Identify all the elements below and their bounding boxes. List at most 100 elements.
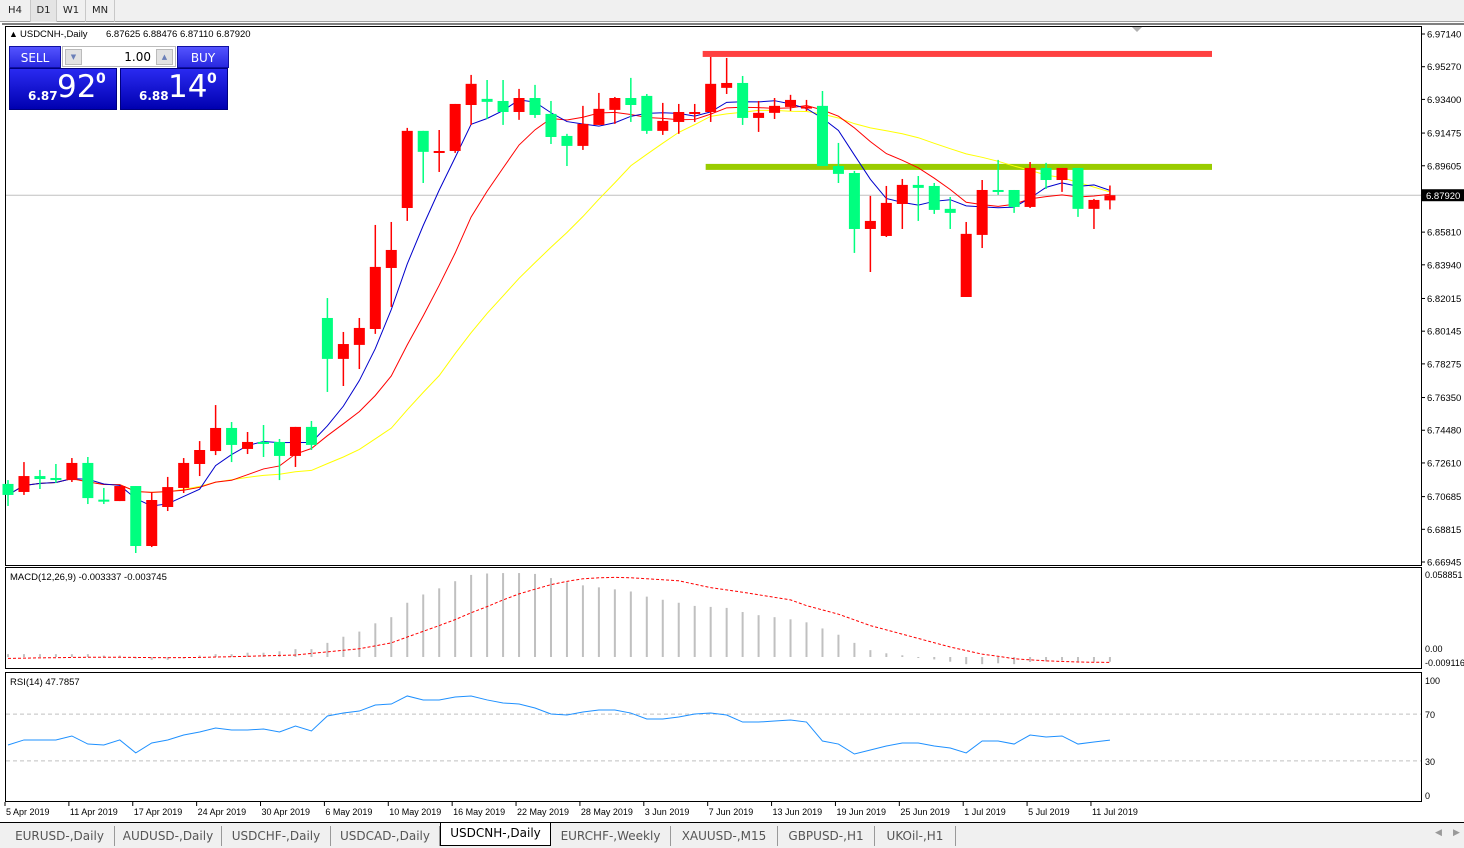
macd-histogram-bar [198, 655, 201, 657]
macd-histogram-bar [917, 657, 920, 658]
macd-histogram-bar [70, 654, 73, 657]
collapse-triangle-icon[interactable]: ▲ [9, 29, 18, 39]
candle-down [273, 441, 285, 456]
candle-down [1040, 167, 1052, 181]
macd-histogram-bar [1013, 657, 1016, 665]
macd-histogram-bar [1092, 657, 1095, 662]
buy-button[interactable]: BUY [177, 46, 229, 68]
candle-down [258, 441, 270, 444]
candle-down [2, 483, 14, 495]
candle-up [162, 487, 174, 508]
candle-down [417, 130, 429, 152]
macd-histogram-bar [246, 652, 249, 657]
price-axis-label: 6.89605 [1427, 161, 1461, 172]
macd-histogram-bar [326, 642, 329, 657]
tab-eurusd-daily[interactable]: EURUSD-,Daily [5, 826, 115, 846]
ma-fast-line [7, 99, 1111, 507]
candle-down [1008, 189, 1020, 207]
price-axis-label: 6.93400 [1427, 95, 1461, 106]
sell-button[interactable]: SELL [9, 46, 61, 68]
macd-histogram-bar [1045, 657, 1048, 662]
candle-up [66, 462, 78, 481]
macd-histogram-bar [581, 585, 584, 657]
sell-price-box[interactable]: 6.87 92 0 [9, 68, 117, 110]
tab-xauusd-m15[interactable]: XAUUSD-,M15 [671, 826, 778, 846]
candle-up [513, 98, 525, 112]
rsi-title: RSI(14) 47.7857 [10, 677, 80, 688]
candle-up [769, 105, 781, 113]
timeframe-mn[interactable]: MN [86, 0, 115, 22]
price-axis-label: 6.95270 [1427, 62, 1461, 73]
timeframe-d1[interactable]: D1 [31, 0, 57, 22]
rsi-axis-label: 0 [1425, 791, 1430, 801]
candle-up [114, 486, 126, 502]
date-axis-label: 13 Jun 2019 [773, 807, 823, 817]
candle-up [1088, 199, 1100, 209]
price-axis-label: 6.85810 [1427, 228, 1461, 239]
candle-up [18, 476, 30, 492]
tab-eurchf-weekly[interactable]: EURCHF-,Weekly [551, 826, 671, 846]
lot-value[interactable]: 1.00 [124, 50, 151, 64]
date-axis-label: 24 Apr 2019 [198, 807, 247, 817]
candle-down [545, 113, 557, 137]
candle-down [1072, 167, 1084, 209]
candle-up [864, 220, 876, 229]
sell-price-fraction: 0 [96, 71, 106, 87]
tab-usdcad-daily[interactable]: USDCAD-,Daily [331, 826, 440, 846]
candle-up [657, 120, 669, 131]
candle-up [178, 462, 190, 488]
macd-histogram-bar [789, 619, 792, 657]
macd-histogram-bar [22, 654, 25, 657]
candle-down [832, 166, 844, 174]
chart-canvas[interactable]: 6.97140 6.95270 6.93400 6.91475 6.89605 6.858… [0, 0, 1464, 822]
lot-increase-icon[interactable]: ▲ [156, 49, 173, 65]
date-axis-label: 3 Jun 2019 [645, 807, 690, 817]
macd-histogram-bar [629, 591, 632, 657]
date-axis-label: 11 Jul 2019 [1092, 807, 1138, 817]
macd-histogram-bar [949, 657, 952, 662]
rsi-panel-border [5, 672, 1422, 802]
timeframe-h4[interactable]: H4 [0, 0, 31, 22]
tab-usdcnh-daily[interactable]: USDCNH-,Daily [440, 823, 551, 846]
buy-price-box[interactable]: 6.88 14 0 [120, 68, 228, 110]
tab-audusd-daily[interactable]: AUDUSD-,Daily [115, 826, 222, 846]
candle-down [912, 184, 924, 188]
scroll-left-icon[interactable]: ◀ [1435, 828, 1442, 838]
rsi-axis-label: 100 [1425, 676, 1440, 686]
macd-histogram-bar [1061, 657, 1064, 661]
current-price-label-bg [1422, 189, 1464, 202]
macd-histogram-bar [214, 654, 217, 657]
candle-up [896, 184, 908, 204]
candle-down [497, 100, 509, 112]
price-axis-label: 6.82015 [1427, 294, 1461, 305]
candle-down [641, 95, 653, 131]
ma-slow-line [7, 109, 1111, 496]
support-level-line [705, 163, 1212, 170]
candle-up [1024, 167, 1036, 207]
macd-histogram-bar [230, 654, 233, 657]
scroll-right-icon[interactable]: ▶ [1453, 828, 1460, 838]
macd-histogram-bar [294, 649, 297, 657]
macd-histogram-bar [358, 631, 361, 657]
sell-price-pips: 92 [57, 69, 97, 105]
date-axis-label: 11 Apr 2019 [70, 807, 118, 817]
candle-up [1056, 167, 1068, 181]
tab-usdchf-daily[interactable]: USDCHF-,Daily [222, 826, 331, 846]
macd-histogram-bar [821, 628, 824, 657]
macd-axis-label: 0.00 [1425, 644, 1443, 654]
lot-size-input[interactable]: ▼ 1.00 ▲ [62, 46, 176, 67]
candle-down [848, 173, 860, 229]
ma-mid-line [7, 104, 1110, 496]
chart-shift-marker-icon[interactable] [1132, 27, 1142, 32]
tab-gbpusd-h1[interactable]: GBPUSD-,H1 [778, 826, 875, 846]
resistance-level-line [702, 50, 1212, 57]
candle-up [960, 233, 972, 297]
tab-ukoil-h1[interactable]: UKOil-,H1 [875, 826, 956, 846]
chart-ohlc: 6.87625 6.88476 6.87110 6.87920 [106, 29, 251, 40]
macd-histogram-bar [981, 657, 984, 665]
price-axis-label: 6.66945 [1427, 558, 1461, 569]
date-axis-label: 30 Apr 2019 [262, 807, 311, 817]
timeframe-w1[interactable]: W1 [57, 0, 86, 22]
lot-decrease-icon[interactable]: ▼ [65, 49, 82, 65]
macd-histogram-bar [677, 602, 680, 657]
